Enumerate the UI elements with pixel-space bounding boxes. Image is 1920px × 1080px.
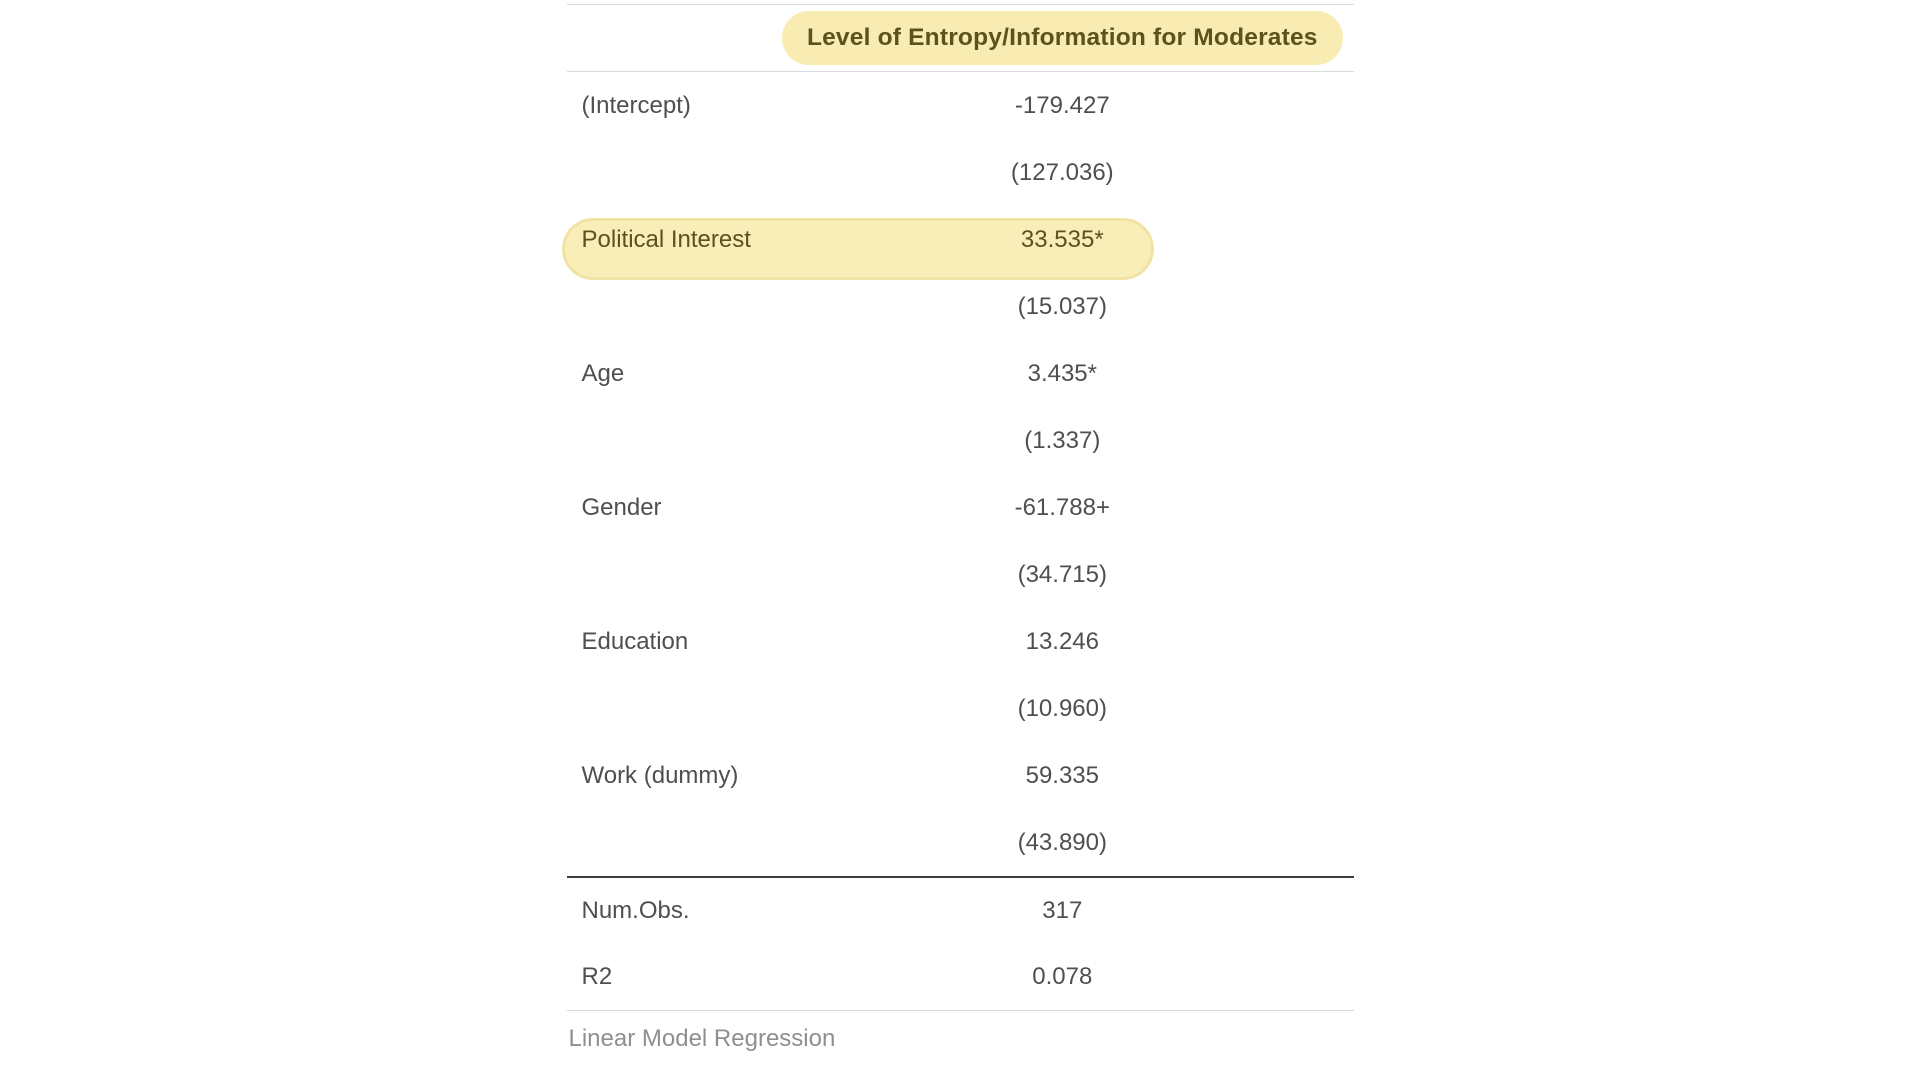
coefficient-row: Age 3.435* <box>567 340 1354 407</box>
term-label: Age <box>581 359 625 387</box>
table-header-row: Level of Entropy/Information for Moderat… <box>566 4 1354 72</box>
standard-error-row: (127.036) <box>567 139 1354 206</box>
model-header-cell: Level of Entropy/Information for Moderat… <box>771 10 1353 66</box>
standard-error-row: (43.890) <box>567 809 1354 876</box>
estimate-value: 59.335 <box>1025 761 1099 789</box>
table-footnote: Linear Model Regression <box>568 1025 836 1052</box>
coefficient-row: Education 13.246 <box>567 608 1354 675</box>
estimate-value: -61.788+ <box>1014 493 1110 521</box>
term-label: (Intercept) <box>581 91 691 119</box>
gof-stat-label: R2 <box>581 963 613 991</box>
coefficient-row: (Intercept) -179.427 <box>567 72 1354 139</box>
standard-error-value: (34.715) <box>1017 560 1107 588</box>
gof-section: Num.Obs. 317 R2 0.078 <box>566 876 1354 1011</box>
standard-error-value: (1.337) <box>1024 426 1101 454</box>
estimate-value: 13.246 <box>1025 627 1099 655</box>
estimate-value: 3.435* <box>1027 359 1097 387</box>
gof-stat-label: Num.Obs. <box>581 897 690 925</box>
coefficients-body: (Intercept) -179.427 (127.036) Political In… <box>561 72 1354 876</box>
gof-stat-value: 0.078 <box>1032 963 1093 991</box>
gof-row: R2 0.078 <box>567 944 1354 1010</box>
coefficient-row: Political Interest 33.535* <box>567 206 1354 273</box>
estimate-value: -179.427 <box>1014 91 1110 119</box>
standard-error-value: (10.960) <box>1017 694 1107 722</box>
coefficient-row: Work (dummy) 59.335 <box>567 742 1354 809</box>
regression-table: Level of Entropy/Information for Moderat… <box>561 0 1354 1053</box>
estimate-value: 33.535* <box>1020 225 1104 253</box>
gof-stat-value: 317 <box>1042 897 1083 925</box>
model-title-highlight: Level of Entropy/Information for Moderat… <box>781 10 1343 66</box>
standard-error-row: (15.037) <box>567 273 1354 340</box>
standard-error-row: (34.715) <box>567 541 1354 608</box>
standard-error-value: (127.036) <box>1010 158 1114 186</box>
model-title: Level of Entropy/Information for Moderat… <box>806 23 1318 51</box>
term-label: Gender <box>581 493 662 521</box>
coefficient-row: Gender -61.788+ <box>567 474 1354 541</box>
standard-error-value: (43.890) <box>1017 828 1107 856</box>
standard-error-row: (10.960) <box>567 675 1354 742</box>
standard-error-value: (15.037) <box>1017 292 1107 320</box>
standard-error-row: (1.337) <box>567 407 1354 474</box>
term-label: Political Interest <box>581 225 751 253</box>
gof-row: Num.Obs. 317 <box>567 878 1354 944</box>
term-label: Education <box>581 627 689 655</box>
political-interest-highlight <box>561 218 1154 280</box>
term-label: Work (dummy) <box>581 761 739 789</box>
